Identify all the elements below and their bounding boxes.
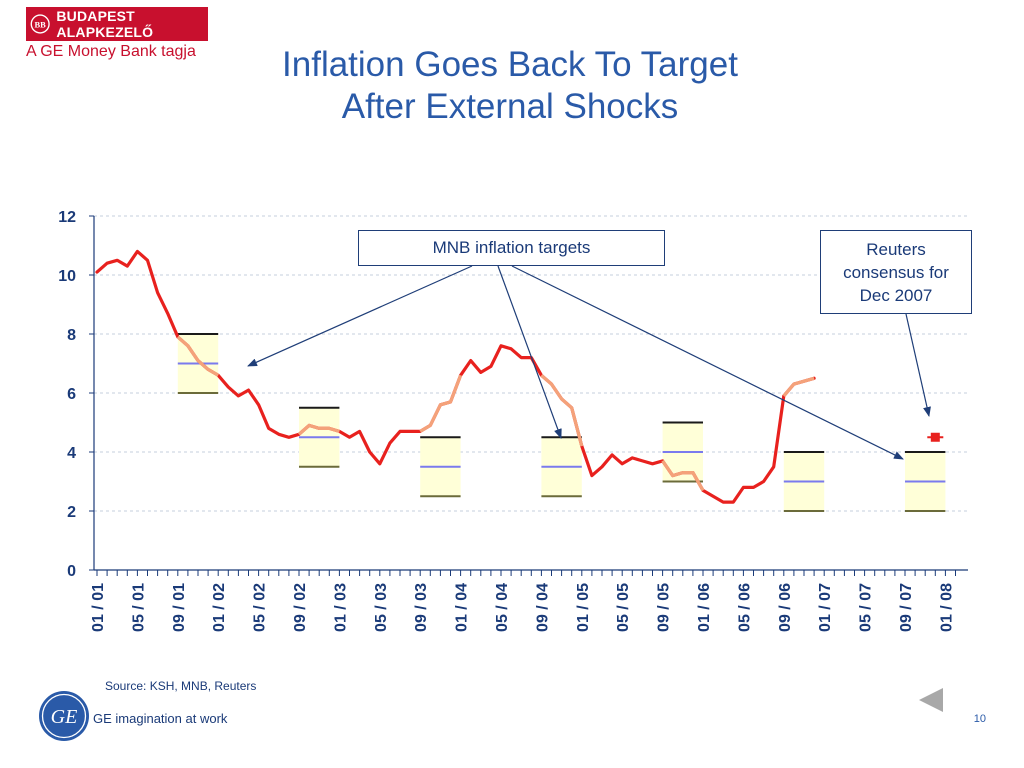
reuters-callout-line-3: Dec 2007 xyxy=(859,286,933,305)
x-tick-label: 01 / 04 xyxy=(454,583,471,632)
cpi-line-in-band xyxy=(176,335,220,377)
x-tick-label: 01 / 05 xyxy=(575,583,592,632)
x-tick-label: 05 / 01 xyxy=(130,583,147,632)
x-tick-label: 05 / 03 xyxy=(373,583,390,632)
x-tick-label: 05 / 07 xyxy=(858,583,875,632)
x-tick-label: 09 / 02 xyxy=(292,583,309,632)
y-tick-label: 4 xyxy=(67,445,76,462)
y-tick-label: 8 xyxy=(67,327,76,344)
x-tick-label: 01 / 03 xyxy=(332,583,349,632)
target-band xyxy=(420,436,461,498)
y-tick-label: 10 xyxy=(58,268,76,285)
reuters-consensus-marker xyxy=(930,432,940,442)
source-note: Source: KSH, MNB, Reuters xyxy=(105,679,257,693)
page-number: 10 xyxy=(973,713,986,725)
cpi-line-in-band xyxy=(419,374,463,433)
target-band xyxy=(905,451,946,512)
reuters-arrow xyxy=(905,313,931,417)
x-tick-label: 01 / 06 xyxy=(696,583,713,632)
x-tick-label: 09 / 03 xyxy=(413,583,430,632)
title-line-1: Inflation Goes Back To Target xyxy=(282,45,738,84)
x-tick-label: 09 / 06 xyxy=(777,583,794,632)
mnb-arrow xyxy=(247,265,473,367)
cpi-line-in-band xyxy=(540,374,584,447)
x-tick-label: 09 / 07 xyxy=(898,583,915,632)
cpi-line-in-band xyxy=(782,376,815,397)
mnb-arrow xyxy=(497,265,562,439)
title-line-2: After External Shocks xyxy=(341,87,679,126)
reuters-callout-line-1: Reuters xyxy=(866,240,926,259)
svg-text:BB: BB xyxy=(35,19,47,29)
target-band xyxy=(541,436,582,498)
target-band xyxy=(783,451,825,512)
x-tick-label: 05 / 06 xyxy=(736,583,753,632)
axes: 0 2 4 6 8 10 12 01 / 01 05 / 01 09 / 01 01 / 02 05 … xyxy=(58,209,968,632)
target-bands xyxy=(177,333,946,512)
reuters-callout-line-2: consensus for xyxy=(843,263,949,282)
reuters-callout: Reuters consensus for Dec 2007 xyxy=(820,230,972,314)
overlap-layer xyxy=(176,335,944,492)
ge-logo-icon: GE xyxy=(39,691,89,741)
slide-title: Inflation Goes Back To Target After Exte… xyxy=(190,44,830,128)
y-tick-label: 0 xyxy=(67,563,76,580)
x-tick-label: 09 / 01 xyxy=(171,583,188,632)
x-tick-label: 01 / 08 xyxy=(938,583,955,632)
y-tick-label: 2 xyxy=(67,504,76,521)
cpi-line-in-band xyxy=(661,459,705,492)
x-tick-label: 09 / 04 xyxy=(534,583,551,632)
svg-text:GE: GE xyxy=(51,706,78,728)
x-tick-label: 01 / 01 xyxy=(90,583,107,632)
x-tick-label: 09 / 05 xyxy=(656,583,673,632)
mnb-arrow xyxy=(511,265,904,460)
x-tick-label: 05 / 05 xyxy=(615,583,632,632)
x-tick-label: 05 / 02 xyxy=(252,583,269,632)
x-tick-label: 01 / 02 xyxy=(211,583,228,632)
target-band xyxy=(299,406,340,468)
callout-arrows xyxy=(247,265,931,460)
ge-tagline: GE imagination at work xyxy=(93,711,228,726)
back-arrow-icon[interactable] xyxy=(918,687,944,713)
y-tick-label: 12 xyxy=(58,209,76,226)
cpi-line-in-band xyxy=(297,423,340,436)
x-tick-label: 05 / 04 xyxy=(494,583,511,632)
brand-subtitle: A GE Money Bank tagja xyxy=(26,43,196,60)
x-tick-label: 01 / 07 xyxy=(817,583,834,632)
y-tick-label: 6 xyxy=(67,386,76,403)
seal-icon: BB xyxy=(30,14,50,34)
brand-logo: BB BUDAPEST ALAPKEZELŐ xyxy=(26,7,208,41)
brand-name: BUDAPEST ALAPKEZELŐ xyxy=(56,8,154,40)
mnb-targets-callout: MNB inflation targets xyxy=(358,230,665,266)
